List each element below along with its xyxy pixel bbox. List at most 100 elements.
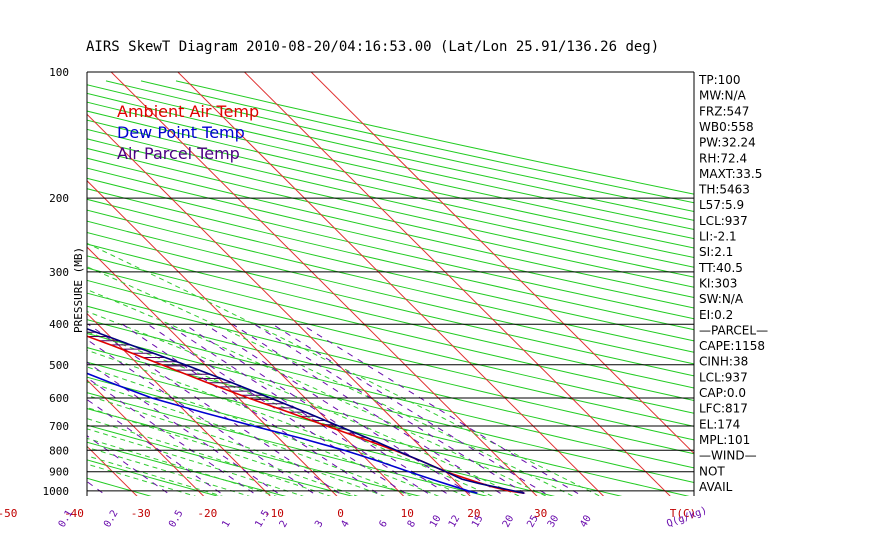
mixing-ratio-label: 15 xyxy=(470,514,486,530)
isotherm-lines xyxy=(0,63,694,500)
dry-adiabat xyxy=(87,267,694,414)
index-label: MPL:101 xyxy=(699,433,750,447)
isotherm xyxy=(110,72,538,496)
legend: Ambient Air Temp Dew Point Temp Air Parc… xyxy=(117,102,259,163)
isotherm xyxy=(87,379,205,496)
mixing-ratio-label: 8 xyxy=(406,519,419,530)
index-label: TP:100 xyxy=(698,73,741,87)
mixing-ratio-label: 1 xyxy=(220,519,233,530)
dew-point-temp-line xyxy=(87,372,478,494)
index-label: LFC:817 xyxy=(699,402,748,416)
dry-adiabat xyxy=(87,198,694,342)
dry-adiabat xyxy=(87,167,694,309)
bottom-temp-tick-label: -30 xyxy=(131,507,151,520)
index-label: —PARCEL— xyxy=(699,323,768,337)
pressure-tick-label: 500 xyxy=(49,359,69,372)
dry-adiabat xyxy=(87,220,694,365)
mixing-ratio-label: 20 xyxy=(501,514,517,530)
tick-labels: 1002003004005006007008009001000-120-110-… xyxy=(0,66,709,530)
pressure-tick-label: 400 xyxy=(49,318,69,331)
mixing-ratio-line xyxy=(167,323,433,496)
mixing-ratio-label: 40 xyxy=(578,514,594,530)
pressure-tick-label: 300 xyxy=(49,266,69,279)
dry-adiabat xyxy=(87,319,694,469)
mixing-ratio-line xyxy=(254,323,531,496)
dry-adiabat xyxy=(175,80,694,195)
mixing-ratio-line xyxy=(147,323,411,496)
bottom-temp-tick-label: 20 xyxy=(467,507,480,520)
isotherm xyxy=(87,180,405,496)
dry-adiabat xyxy=(87,305,694,455)
pressure-tick-label: 600 xyxy=(49,392,69,405)
dry-adiabat xyxy=(87,408,421,496)
index-label: EL:174 xyxy=(699,417,740,431)
index-label: MAXT:33.5 xyxy=(699,167,762,181)
index-label: LCL:937 xyxy=(699,370,748,384)
mixing-ratio-label: 6 xyxy=(377,519,390,530)
pressure-tick-label: 100 xyxy=(49,66,69,79)
bottom-temp-tick-label: -40 xyxy=(64,507,84,520)
isotherm xyxy=(87,246,338,496)
mixing-ratio-label: 2 xyxy=(278,519,291,530)
dry-adiabat xyxy=(87,232,694,377)
dry-adiabat xyxy=(87,292,694,441)
mixing-ratio-label: 30 xyxy=(546,514,562,530)
legend-dew-point-temp: Dew Point Temp xyxy=(117,123,245,142)
index-label: SI:2.1 xyxy=(699,245,733,259)
moist-adiabat xyxy=(87,446,251,496)
isotherm xyxy=(0,63,7,500)
mixing-ratio-line xyxy=(232,323,506,496)
mixing-ratio-line xyxy=(184,323,452,496)
mixing-ratio-lines xyxy=(87,323,583,496)
index-label: FRZ:547 xyxy=(699,104,749,118)
index-label: SW:N/A xyxy=(699,292,744,306)
index-label: RH:72.4 xyxy=(699,151,747,165)
pressure-tick-label: 800 xyxy=(49,444,69,457)
isotherm xyxy=(310,72,694,455)
ambient-air-temp-line xyxy=(87,335,525,494)
index-label: NOT xyxy=(699,464,725,478)
dry-adiabat xyxy=(87,157,694,299)
isobar-lines xyxy=(87,197,694,492)
isotherm xyxy=(0,63,74,500)
dry-adiabat xyxy=(87,188,694,331)
moist-adiabat xyxy=(87,428,304,496)
mixing-ratio-label: 0.5 xyxy=(167,508,186,529)
mixing-ratio-line xyxy=(204,323,475,496)
mixing-ratio-label: 0.2 xyxy=(102,508,121,529)
dry-adiabat xyxy=(87,255,694,402)
mixing-ratio-label: 4 xyxy=(339,519,352,530)
y-axis-label: PRESSURE (MB) xyxy=(72,247,85,333)
dry-adiabat xyxy=(87,119,694,259)
index-label: AVAIL xyxy=(699,480,733,494)
bottom-temp-tick-label: -10 xyxy=(264,507,284,520)
index-label: —WIND— xyxy=(699,449,757,463)
pressure-tick-label: 200 xyxy=(49,192,69,205)
air-parcel-temp-line xyxy=(87,327,525,494)
mixing-ratio-label: 3 xyxy=(313,519,326,530)
mixing-ratio-line xyxy=(87,361,283,496)
dry-adiabat xyxy=(0,81,28,500)
legend-ambient-air-temp: Ambient Air Temp xyxy=(117,102,259,121)
index-label: TT:40.5 xyxy=(698,261,743,275)
moist-adiabat xyxy=(87,437,278,496)
mixing-ratio-line xyxy=(87,339,319,496)
index-label: PW:32.24 xyxy=(699,136,756,150)
index-label: EI:0.2 xyxy=(699,308,733,322)
dry-adiabat xyxy=(87,177,694,320)
bottom-temp-tick-label: 30 xyxy=(534,507,547,520)
index-label: CAP:0.0 xyxy=(699,386,746,400)
index-label: LI:-2.1 xyxy=(699,230,737,244)
isotherm xyxy=(87,312,271,496)
legend-air-parcel-temp: Air Parcel Temp xyxy=(117,144,240,163)
bottom-temp-tick-label: -50 xyxy=(0,507,17,520)
index-label: WB0:558 xyxy=(699,120,754,134)
dry-adiabat xyxy=(87,376,556,496)
index-label: CAPE:1158 xyxy=(699,339,765,353)
dry-adiabat xyxy=(87,392,488,496)
index-label: LCL:937 xyxy=(699,214,748,228)
mixing-ratio-line xyxy=(87,398,226,496)
pressure-tick-label: 1000 xyxy=(43,485,70,498)
